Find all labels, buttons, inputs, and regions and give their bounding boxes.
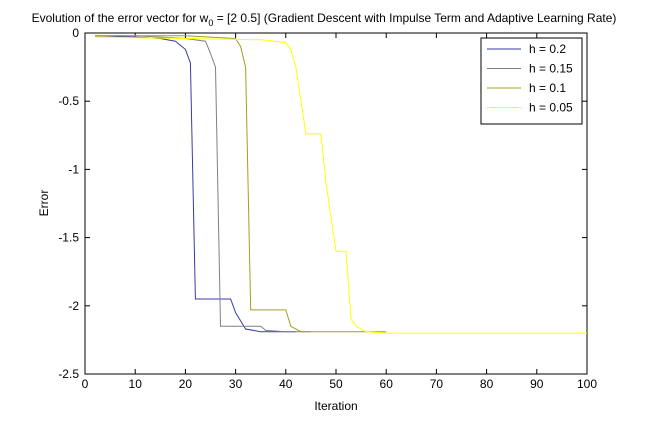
x-tick-label: 100 [577, 377, 597, 391]
x-tick-label: 50 [329, 377, 343, 391]
legend-entry-label: h = 0.1 [529, 81, 566, 95]
x-tick-label: 40 [279, 377, 293, 391]
series-line-h-0-2 [94, 35, 296, 333]
y-tick-label: 0 [72, 26, 79, 40]
legend: h = 0.2 h = 0.15 h = 0.1 h = 0.05 [480, 37, 583, 125]
x-tick-label: 80 [480, 377, 494, 391]
series-line-h-0-05 [94, 36, 587, 334]
y-tick-label: -1.5 [58, 231, 79, 245]
legend-entry-label: h = 0.15 [529, 62, 573, 76]
x-tick-label: 60 [380, 377, 394, 391]
chart-title: Evolution of the error vector for w0 = [… [32, 11, 617, 28]
y-tick-label: -2.5 [58, 367, 79, 381]
y-tick-label: -1 [68, 162, 79, 176]
x-tick-label: 30 [229, 377, 243, 391]
legend-entry-label: h = 0.2 [529, 42, 566, 56]
x-tick-label: 10 [129, 377, 143, 391]
x-tick-label: 0 [82, 377, 89, 391]
x-axis-label: Iteration [314, 399, 357, 413]
y-tick-label: -0.5 [58, 94, 79, 108]
series-line-h-0-1 [95, 35, 387, 333]
series-lines [94, 35, 587, 334]
legend-box [480, 37, 583, 125]
y-axis-label: Error [37, 190, 51, 217]
legend-entry-label: h = 0.05 [529, 101, 573, 115]
x-tick-label: 20 [179, 377, 193, 391]
x-tick-label: 90 [530, 377, 544, 391]
y-tick-label: -2 [68, 299, 79, 313]
x-tick-label: 70 [430, 377, 444, 391]
axis-ticks: 0 10 20 30 40 50 60 70 80 90 100 0 -0.5 -1 -1.5 -2 -2.5 [58, 26, 597, 391]
